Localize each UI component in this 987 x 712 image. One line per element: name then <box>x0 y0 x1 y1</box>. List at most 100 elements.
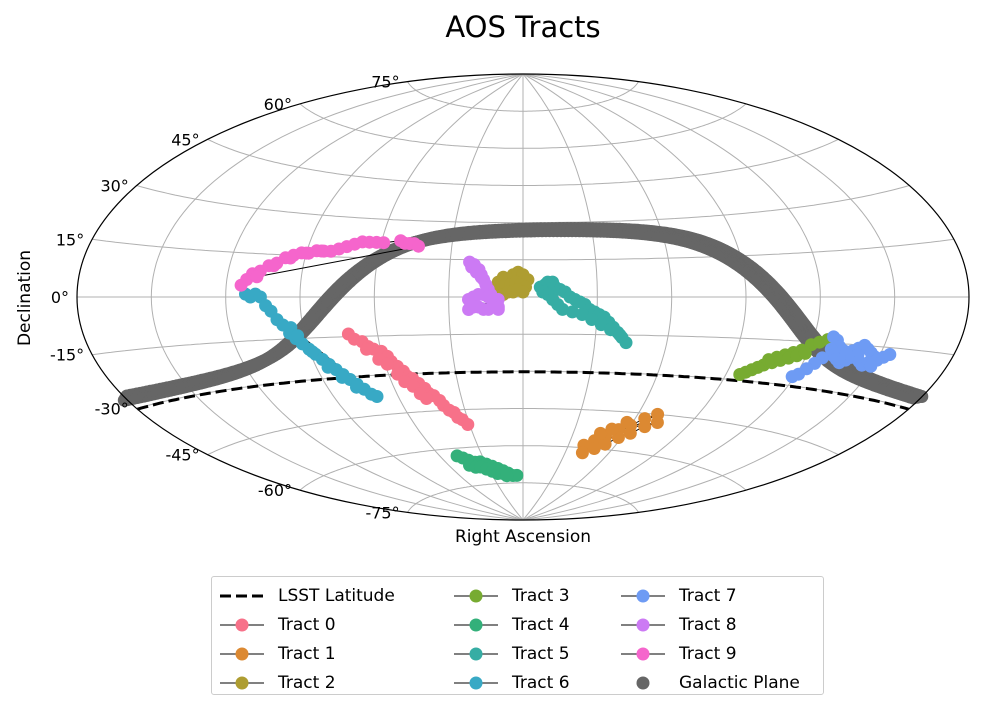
legend-marker <box>235 618 249 631</box>
legend-item: Tract 2 <box>218 668 395 697</box>
legend-label: Tract 5 <box>512 643 570 664</box>
legend-swatch <box>621 589 665 602</box>
legend-label: Tract 3 <box>512 585 570 606</box>
legend-item: Tract 0 <box>218 610 395 639</box>
tract-point <box>350 380 363 394</box>
legend-swatch <box>220 647 264 660</box>
legend-label: Tract 0 <box>278 614 336 635</box>
grid-meridian <box>225 73 524 521</box>
tract-series <box>234 234 897 483</box>
dec-tick-label: -30° <box>95 400 129 419</box>
tract-point <box>594 426 607 440</box>
tract-point <box>491 302 505 316</box>
legend-swatch <box>454 618 498 631</box>
legend-item: Tract 8 <box>619 610 800 639</box>
tract-point <box>380 357 394 371</box>
tract-point <box>283 251 297 265</box>
tract-9-series <box>234 234 425 292</box>
dec-tick-label: -45° <box>165 446 199 465</box>
tract-point <box>798 346 812 360</box>
tract-point <box>598 437 612 451</box>
grid-meridian <box>522 73 673 521</box>
legend-swatch <box>220 618 264 631</box>
tract-point <box>412 239 425 253</box>
tract-point <box>420 392 433 405</box>
tract-point <box>370 390 384 403</box>
dec-tick-label: 0° <box>51 288 69 307</box>
plot-frame <box>76 73 970 521</box>
tract-3-series <box>733 333 835 381</box>
tract-point <box>377 236 391 250</box>
legend-swatch <box>454 676 498 689</box>
legend-swatch <box>621 647 665 660</box>
tract-point <box>250 270 264 284</box>
projection-boundary <box>76 73 970 521</box>
legend-label: Galactic Plane <box>679 672 800 693</box>
legend-item: Tract 7 <box>619 581 800 610</box>
legend-label: Tract 6 <box>512 672 570 693</box>
legend-item: Tract 9 <box>619 639 800 668</box>
legend: LSST Latitude Tract 0 Tract 1 Tract 2 Tract… <box>211 576 824 695</box>
tract-point <box>305 345 319 359</box>
tract-0-series <box>341 327 475 431</box>
legend-item: Tract 1 <box>218 639 395 668</box>
y-axis-label: Declination <box>15 250 35 346</box>
legend-label: Tract 9 <box>679 643 737 664</box>
tract-point <box>516 285 530 299</box>
tract-point <box>613 328 627 342</box>
tract-point <box>605 422 619 436</box>
legend-marker <box>636 676 650 689</box>
legend-marker <box>235 647 249 660</box>
dec-tick-labels: 75° 60° 45° 30° 15° 0° -15° -30° -45° -60° -75° <box>50 73 400 523</box>
tract-point <box>556 302 569 316</box>
dec-tick-label: -75° <box>365 503 399 522</box>
legend-marker <box>469 618 483 631</box>
legend-marker <box>469 676 483 689</box>
grid-meridian <box>150 73 524 521</box>
tract-point <box>883 348 897 361</box>
dec-tick-label: 15° <box>56 230 84 249</box>
tract-point <box>585 313 599 326</box>
tract-point <box>510 468 524 482</box>
legend-marker <box>636 618 650 631</box>
tract-point <box>623 426 637 440</box>
tract-point <box>638 420 652 434</box>
grid-meridian <box>448 73 524 521</box>
legend-swatch <box>621 618 665 631</box>
grid-meridian <box>522 73 747 521</box>
tract-point <box>267 259 281 273</box>
tract-point <box>315 244 328 258</box>
legend-marker <box>469 647 483 660</box>
legend-swatch <box>454 589 498 602</box>
legend-swatch <box>454 647 498 660</box>
x-axis-label: Right Ascension <box>455 527 591 547</box>
tract-point <box>291 329 305 343</box>
dec-tick-label: -60° <box>258 481 292 500</box>
tract-point <box>500 469 514 483</box>
grid-meridian <box>299 73 524 521</box>
legend-swatch <box>220 594 264 597</box>
tract-point <box>299 246 313 260</box>
legend-marker <box>636 589 650 602</box>
tract-4-series <box>450 449 524 483</box>
legend-item: Tract 6 <box>452 668 570 697</box>
legend-label: Tract 7 <box>679 585 737 606</box>
tract-point <box>650 416 664 429</box>
chart-title: AOS Tracts <box>445 10 600 44</box>
grid-meridian <box>522 73 896 521</box>
dec-tick-label: 75° <box>371 73 399 92</box>
tract-point <box>335 370 349 384</box>
dec-tick-label: 45° <box>171 130 199 149</box>
dec-tick-label: -15° <box>50 346 84 365</box>
tract-point <box>321 360 335 374</box>
tract-1-series <box>575 407 665 460</box>
lsst-latitude-line <box>137 370 909 411</box>
tract-point <box>461 418 475 431</box>
dec-tick-label: 30° <box>100 177 128 196</box>
grid-meridian <box>522 73 821 521</box>
legend-swatch <box>220 676 264 689</box>
legend-item: Tract 3 <box>452 581 570 610</box>
tract-8-series <box>462 255 505 316</box>
legend-label: Tract 4 <box>512 614 570 635</box>
